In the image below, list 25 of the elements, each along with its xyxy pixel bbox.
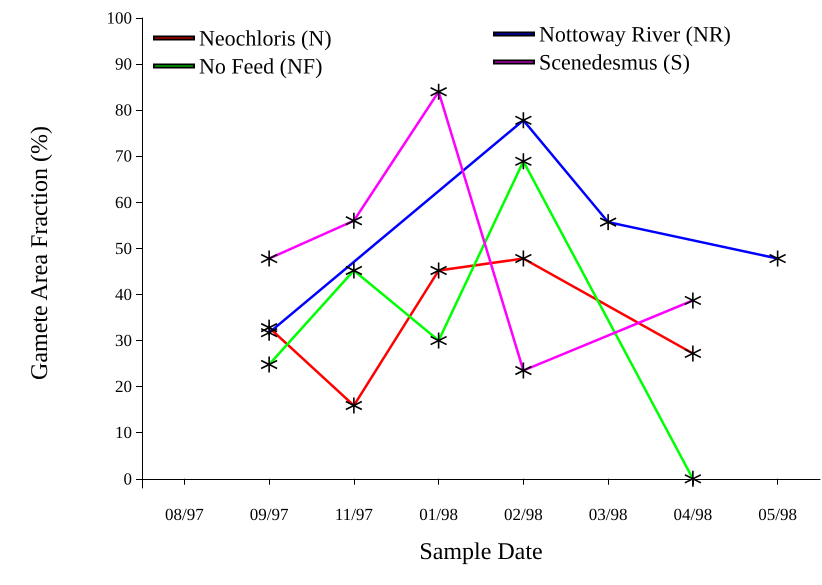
x-tick-label: 04/98 <box>674 505 712 524</box>
x-tick-label: 11/97 <box>334 505 374 524</box>
legend-label: Nottoway River (NR) <box>539 22 731 46</box>
y-tick-label: 30 <box>115 331 132 350</box>
x-tick-label: 02/98 <box>504 505 543 524</box>
y-tick-label: 70 <box>115 146 132 166</box>
y-tick-label: 80 <box>115 100 132 120</box>
x-tick-label: 01/98 <box>419 505 458 524</box>
y-tick-label: 40 <box>115 284 132 304</box>
x-tick-label: 09/97 <box>250 505 289 524</box>
y-tick-label: 50 <box>115 238 132 258</box>
legend-label: Neochloris (N) <box>199 26 332 50</box>
x-tick-label: 08/97 <box>165 505 204 524</box>
x-tick-label: 03/98 <box>588 505 628 524</box>
y-tick-label: 90 <box>115 54 132 74</box>
y-axis-title: Gamete Area Fraction (%) <box>27 126 53 380</box>
y-tick-label: 10 <box>115 423 132 442</box>
legend-label: No Feed (NF) <box>199 54 322 78</box>
x-axis-title: Sample Date <box>419 539 543 565</box>
y-tick-label: 60 <box>115 192 132 212</box>
y-tick-label: 0 <box>124 469 132 488</box>
y-tick-label: 100 <box>106 8 132 28</box>
x-tick-label: 05/98 <box>758 505 797 524</box>
y-tick-label: 20 <box>115 377 132 396</box>
legend-label: Scenedesmus (S) <box>539 50 690 74</box>
